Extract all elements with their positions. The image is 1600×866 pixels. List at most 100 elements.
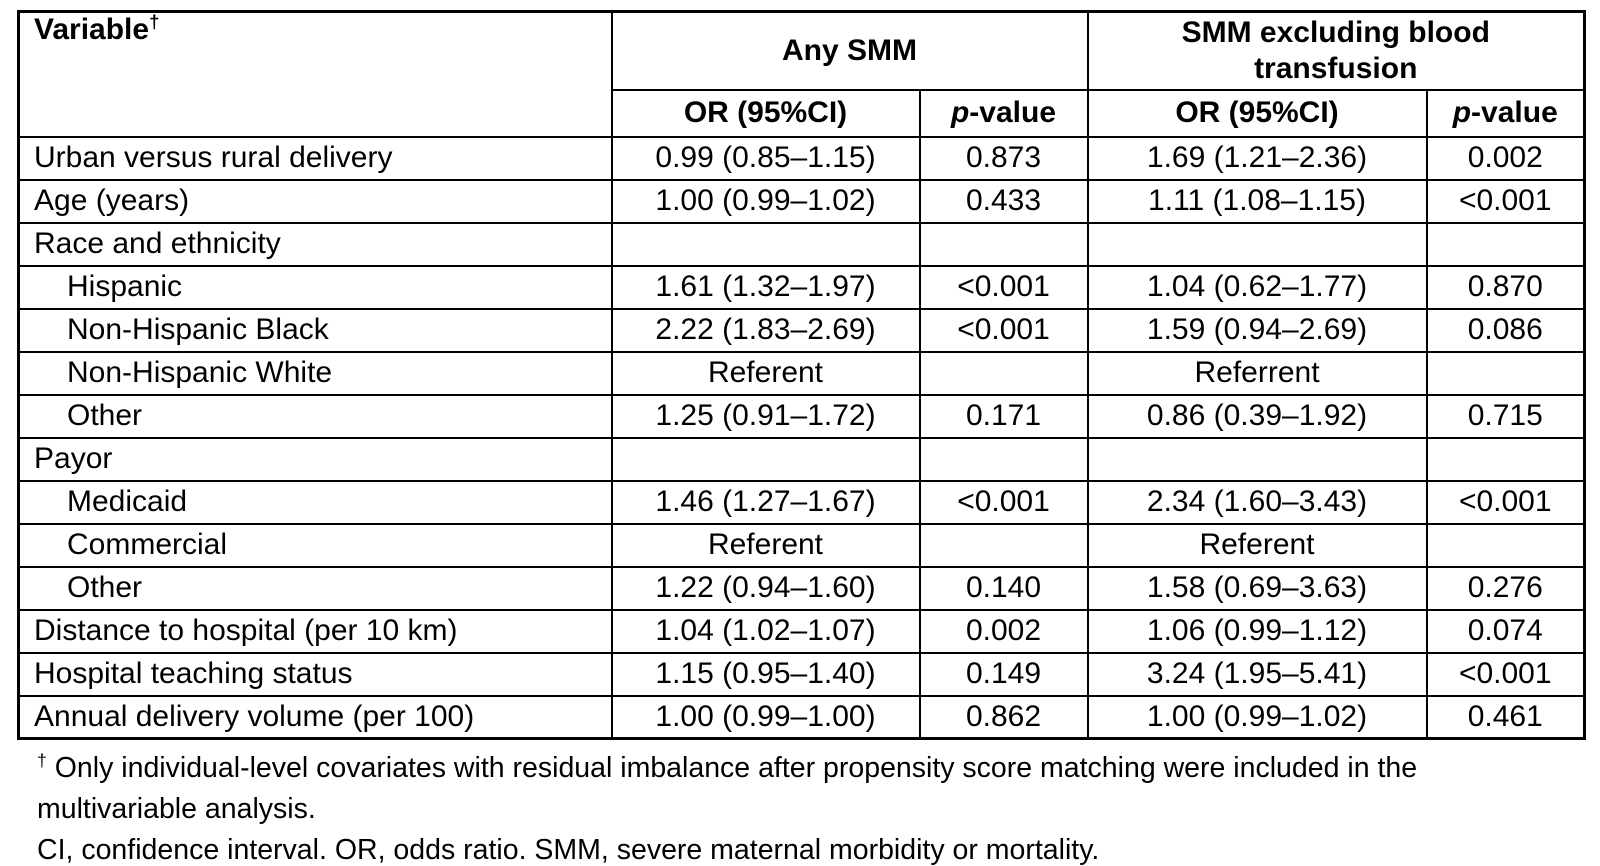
p-cell: 0.870 bbox=[1425, 264, 1586, 310]
variable-cell: Age (years) bbox=[17, 178, 613, 224]
or-header-1: OR (95%CI) bbox=[610, 88, 921, 138]
or-cell bbox=[610, 436, 921, 482]
p-cell: 0.140 bbox=[918, 565, 1089, 611]
table-row: Urban versus rural delivery 0.99 (0.85–1… bbox=[17, 135, 1586, 181]
p-value-header-2: p-value bbox=[1425, 88, 1586, 138]
or-cell: 1.46 (1.27–1.67) bbox=[610, 479, 921, 525]
table-row: Hispanic 1.61 (1.32–1.97) <0.001 1.04 (0… bbox=[17, 264, 1586, 310]
table-row: Non-Hispanic Black 2.22 (1.83–2.69) <0.0… bbox=[17, 307, 1586, 353]
p-cell: <0.001 bbox=[1425, 178, 1586, 224]
or-cell: 1.61 (1.32–1.97) bbox=[610, 264, 921, 310]
table-row: Distance to hospital (per 10 km) 1.04 (1… bbox=[17, 608, 1586, 654]
or-cell: 1.22 (0.94–1.60) bbox=[610, 565, 921, 611]
p-cell: <0.001 bbox=[918, 479, 1089, 525]
p-cell: 0.461 bbox=[1425, 694, 1586, 740]
table-row: Annual delivery volume (per 100) 1.00 (0… bbox=[17, 694, 1586, 740]
or-cell: 1.11 (1.08–1.15) bbox=[1086, 178, 1428, 224]
p-cell: <0.001 bbox=[918, 307, 1089, 353]
p-cell: 0.171 bbox=[918, 393, 1089, 439]
variable-cell: Hospital teaching status bbox=[17, 651, 613, 697]
table-row: Other 1.25 (0.91–1.72) 0.171 0.86 (0.39–… bbox=[17, 393, 1586, 439]
p-italic: p bbox=[950, 96, 970, 129]
group-header-any-smm: Any SMM bbox=[610, 10, 1089, 91]
or-cell bbox=[1086, 221, 1428, 267]
p-cell: 0.276 bbox=[1425, 565, 1586, 611]
or-cell: 1.00 (0.99–1.02) bbox=[1086, 694, 1428, 740]
or-cell: 2.34 (1.60–3.43) bbox=[1086, 479, 1428, 525]
variable-cell: Medicaid bbox=[17, 479, 613, 525]
p-cell: 0.002 bbox=[1425, 135, 1586, 181]
table-row: Commercial Referent Referent bbox=[17, 522, 1586, 568]
table-row: Age (years) 1.00 (0.99–1.02) 0.433 1.11 … bbox=[17, 178, 1586, 224]
or-cell: 3.24 (1.95–5.41) bbox=[1086, 651, 1428, 697]
footnote-dagger: † Only individual-level covariates with … bbox=[37, 748, 1505, 830]
or-cell: 1.25 (0.91–1.72) bbox=[610, 393, 921, 439]
p-cell: 0.086 bbox=[1425, 307, 1586, 353]
p-cell bbox=[1425, 221, 1586, 267]
variable-cell: Hispanic bbox=[17, 264, 613, 310]
variable-cell: Other bbox=[17, 393, 613, 439]
variable-cell: Annual delivery volume (per 100) bbox=[17, 694, 613, 740]
p-rest: -value bbox=[1471, 96, 1558, 129]
group-header-row: Variable† Any SMM SMM excluding blood tr… bbox=[17, 10, 1586, 138]
p-cell bbox=[918, 221, 1089, 267]
p-cell: 0.149 bbox=[918, 651, 1089, 697]
variable-cell: Commercial bbox=[17, 522, 613, 568]
or-cell: 1.15 (0.95–1.40) bbox=[610, 651, 921, 697]
p-cell bbox=[1425, 350, 1586, 396]
or-cell bbox=[610, 221, 921, 267]
p-cell: 0.873 bbox=[918, 135, 1089, 181]
p-rest: -value bbox=[969, 96, 1057, 129]
table-row: Non-Hispanic White Referent Referrent bbox=[17, 350, 1586, 396]
p-cell: 0.074 bbox=[1425, 608, 1586, 654]
p-cell: <0.001 bbox=[918, 264, 1089, 310]
p-value-header-1: p-value bbox=[918, 88, 1089, 138]
footnote-dagger-text: Only individual-level covariates with re… bbox=[37, 752, 1418, 826]
results-table: Variable† Any SMM SMM excluding blood tr… bbox=[17, 10, 1586, 740]
or-cell: 1.58 (0.69–3.63) bbox=[1086, 565, 1428, 611]
dagger-symbol: † bbox=[37, 750, 47, 771]
or-cell: 1.04 (1.02–1.07) bbox=[610, 608, 921, 654]
p-cell: 0.862 bbox=[918, 694, 1089, 740]
table-row: Medicaid 1.46 (1.27–1.67) <0.001 2.34 (1… bbox=[17, 479, 1586, 525]
table-row: Payor bbox=[17, 436, 1586, 482]
or-cell: Referrent bbox=[1086, 350, 1428, 396]
p-cell: 0.002 bbox=[918, 608, 1089, 654]
sub-header-row: OR (95%CI) p-value OR (95%CI) p-value bbox=[19, 88, 1586, 138]
p-cell bbox=[1425, 522, 1586, 568]
variable-cell: Non-Hispanic Black bbox=[17, 307, 613, 353]
p-cell: 0.433 bbox=[918, 178, 1089, 224]
dagger-superscript: † bbox=[149, 11, 160, 32]
or-cell: 1.69 (1.21–2.36) bbox=[1086, 135, 1428, 181]
p-italic: p bbox=[1452, 96, 1472, 129]
table-row: Other 1.22 (0.94–1.60) 0.140 1.58 (0.69–… bbox=[17, 565, 1586, 611]
variable-header-label: Variable bbox=[34, 13, 150, 47]
variable-cell: Other bbox=[17, 565, 613, 611]
or-cell: Referent bbox=[610, 522, 921, 568]
footnote-abbreviations: CI, confidence interval. OR, odds ratio.… bbox=[37, 834, 1100, 866]
p-cell bbox=[918, 436, 1089, 482]
or-cell: 1.06 (0.99–1.12) bbox=[1086, 608, 1428, 654]
variable-group-cell: Payor bbox=[17, 436, 613, 482]
or-cell bbox=[1086, 436, 1428, 482]
p-cell: <0.001 bbox=[1425, 479, 1586, 525]
footnotes: † Only individual-level covariates with … bbox=[37, 748, 1505, 866]
or-cell: 2.22 (1.83–2.69) bbox=[610, 307, 921, 353]
or-cell: 1.00 (0.99–1.00) bbox=[610, 694, 921, 740]
or-header-2: OR (95%CI) bbox=[1086, 88, 1428, 138]
variable-column-header: Variable† bbox=[17, 10, 613, 138]
or-cell: 1.59 (0.94–2.69) bbox=[1086, 307, 1428, 353]
p-cell: <0.001 bbox=[1425, 651, 1586, 697]
p-cell bbox=[1425, 436, 1586, 482]
or-cell: 1.04 (0.62–1.77) bbox=[1086, 264, 1428, 310]
p-cell bbox=[918, 522, 1089, 568]
table-row: Race and ethnicity bbox=[17, 221, 1586, 267]
variable-cell: Distance to hospital (per 10 km) bbox=[17, 608, 613, 654]
variable-cell: Urban versus rural delivery bbox=[17, 135, 613, 181]
or-cell: Referent bbox=[1086, 522, 1428, 568]
group-header-smm-excluding: SMM excluding blood transfusion bbox=[1086, 10, 1586, 91]
or-cell: Referent bbox=[610, 350, 921, 396]
p-cell: 0.715 bbox=[1425, 393, 1586, 439]
variable-cell: Non-Hispanic White bbox=[17, 350, 613, 396]
